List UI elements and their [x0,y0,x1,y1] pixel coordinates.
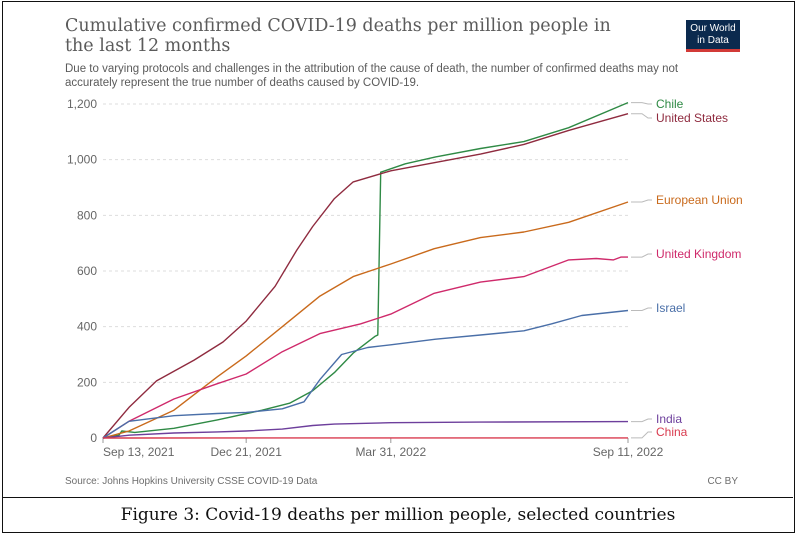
series-line-india [102,420,629,439]
x-tick-label: Sep 13, 2021 [103,445,175,459]
legend-label-india: India [656,412,682,426]
legend-connector [631,431,652,439]
series-line-chile [102,101,629,439]
y-tick-label: 800 [77,208,97,222]
y-tick-label: 400 [77,320,97,334]
chart-subtitle: Due to varying protocols and challenges … [65,63,679,89]
caption-divider [3,497,793,498]
license-note: CC BY [707,476,738,487]
series-line-european-union [102,201,629,439]
series-line-united-kingdom [102,256,628,439]
series-line-israel [102,309,629,439]
legend-connector [631,113,652,119]
legend-label-european-union: European Union [656,193,743,207]
legend-label-chile: Chile [656,97,684,111]
logo-line-2: in Data [697,35,729,46]
y-tick-label: 1,200 [67,97,97,111]
legend-label-israel: Israel [656,301,685,315]
figure-caption: Figure 3: Covid-19 deaths per million pe… [120,505,676,525]
y-tick-label: 1,000 [67,153,97,167]
legend-connector [631,199,652,203]
legend-connector [631,102,652,105]
owid-logo: Our World in Data [686,20,740,52]
legend-connector [631,418,652,423]
source-note: Source: Johns Hopkins University CSSE CO… [65,476,318,487]
legend-connector [631,253,652,258]
legend-label-united-states: United States [656,111,728,125]
legend-label-china: China [656,425,688,439]
x-tick-label: Sep 11, 2022 [593,445,664,459]
legend-label-united-kingdom: United Kingdom [656,247,741,261]
y-tick-label: 0 [90,431,97,445]
y-tick-label: 200 [77,375,97,389]
owid-chart-panel: Cumulative confirmed COVID-19 deaths per… [3,2,793,497]
x-tick-label: Dec 21, 2021 [210,445,282,459]
chart-title: Cumulative confirmed COVID-19 deaths per… [65,16,611,56]
legend-connector [631,307,652,311]
y-tick-label: 600 [77,264,97,278]
x-tick-label: Mar 31, 2022 [355,445,426,459]
logo-line-1: Our World [690,23,736,34]
series-line-united-states [102,113,629,439]
line-chart: 0 200 400 600 800 1,000 1,200 Sep 13, 2021 Dec 2… [67,97,743,459]
